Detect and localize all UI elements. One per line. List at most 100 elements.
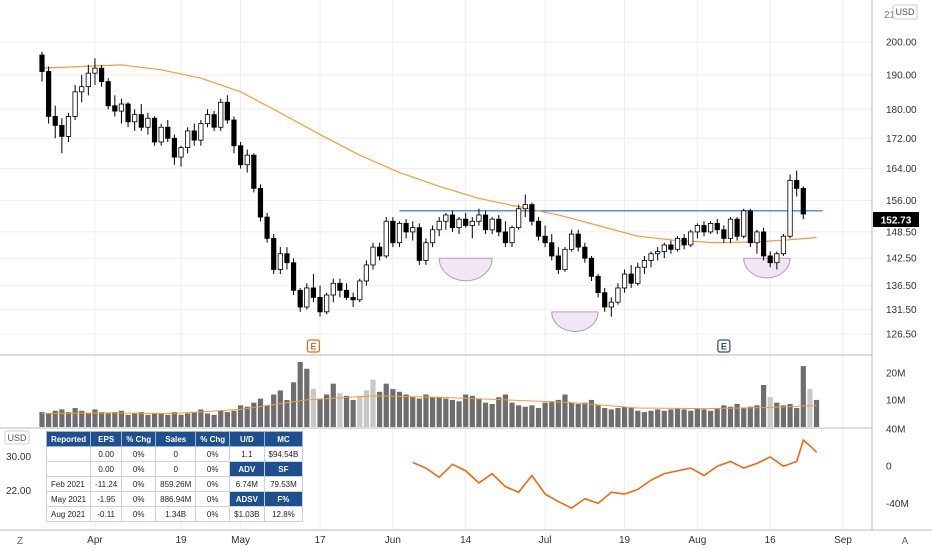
volume-bar[interactable] <box>734 403 740 427</box>
candle-body[interactable] <box>767 255 773 264</box>
volume-bar[interactable] <box>595 405 601 427</box>
candle-body[interactable] <box>535 220 542 237</box>
volume-bar[interactable] <box>251 402 257 427</box>
candle-body[interactable] <box>502 231 509 244</box>
volume-bar[interactable] <box>370 379 376 427</box>
volume-bar[interactable] <box>198 409 204 427</box>
volume-bar[interactable] <box>443 398 449 427</box>
candle-body[interactable] <box>621 273 628 289</box>
volume-bar[interactable] <box>463 394 469 428</box>
volume-bar[interactable] <box>516 405 522 427</box>
candle-body[interactable] <box>708 222 714 233</box>
volume-bar[interactable] <box>390 389 396 427</box>
volume-bar[interactable] <box>681 409 687 427</box>
volume-bar[interactable] <box>290 382 297 427</box>
currency-badge-top[interactable] <box>892 4 918 20</box>
volume-bar[interactable] <box>436 397 442 427</box>
volume-bar[interactable] <box>535 408 542 427</box>
candle-body[interactable] <box>522 204 528 210</box>
volume-bar[interactable] <box>456 401 462 427</box>
volume-bar[interactable] <box>575 403 581 427</box>
candle-body[interactable] <box>674 237 681 250</box>
candle-body[interactable] <box>555 255 561 270</box>
volume-bar[interactable] <box>608 409 614 427</box>
volume-bar[interactable] <box>178 414 184 427</box>
volume-bar[interactable] <box>588 399 595 427</box>
volume-bar[interactable] <box>125 414 131 427</box>
candle-body[interactable] <box>204 114 211 125</box>
candle-body[interactable] <box>118 103 125 112</box>
volume-bar[interactable] <box>98 412 105 427</box>
candle-body[interactable] <box>85 72 91 88</box>
candle-body[interactable] <box>489 218 495 231</box>
candle-body[interactable] <box>423 242 429 261</box>
volume-bar[interactable] <box>204 413 211 427</box>
volume-bar[interactable] <box>621 406 628 427</box>
volume-bar[interactable] <box>655 409 661 427</box>
volume-bar[interactable] <box>741 408 747 427</box>
candle-body[interactable] <box>237 145 244 166</box>
candle-body[interactable] <box>529 204 535 222</box>
candle-body[interactable] <box>582 246 588 259</box>
volume-bar[interactable] <box>151 413 158 427</box>
candle-body[interactable] <box>628 273 634 284</box>
rs-line[interactable] <box>412 438 818 509</box>
volume-bar[interactable] <box>357 395 363 427</box>
volume-bar[interactable] <box>648 410 654 427</box>
volume-bar[interactable] <box>522 406 528 427</box>
candle-body[interactable] <box>218 101 224 128</box>
volume-bar[interactable] <box>747 406 753 427</box>
candle-body[interactable] <box>443 214 449 222</box>
candle-body[interactable] <box>569 233 575 250</box>
candle-body[interactable] <box>357 280 363 301</box>
volume-bar[interactable] <box>694 408 700 427</box>
candle-body[interactable] <box>231 119 237 147</box>
volume-bar[interactable] <box>257 398 264 427</box>
candle-body[interactable] <box>701 225 707 233</box>
volume-bar[interactable] <box>337 393 343 427</box>
volume-bar[interactable] <box>185 413 191 427</box>
volume-bar[interactable] <box>529 405 535 427</box>
volume-bar[interactable] <box>244 406 250 427</box>
volume-bar[interactable] <box>628 408 634 427</box>
volume-bar[interactable] <box>794 408 800 427</box>
volume-bar[interactable] <box>760 385 767 427</box>
candle-body[interactable] <box>602 292 608 308</box>
candle-body[interactable] <box>59 125 65 137</box>
volume-bar[interactable] <box>52 410 58 427</box>
candle-body[interactable] <box>65 116 72 137</box>
candle-body[interactable] <box>668 244 674 250</box>
candle-body[interactable] <box>469 220 475 226</box>
volume-bar[interactable] <box>343 395 350 427</box>
volume-bar[interactable] <box>363 390 369 427</box>
candle-body[interactable] <box>158 126 164 143</box>
candle-body[interactable] <box>165 126 171 139</box>
volume-bar[interactable] <box>158 413 164 427</box>
candle-body[interactable] <box>125 103 131 123</box>
volume-bar[interactable] <box>569 402 575 427</box>
candle-body[interactable] <box>608 301 614 308</box>
volume-bar[interactable] <box>211 414 217 427</box>
candle-body[interactable] <box>595 275 601 294</box>
candle-body[interactable] <box>244 154 250 166</box>
candle-body[interactable] <box>688 231 694 246</box>
volume-bar[interactable] <box>138 412 144 427</box>
candle-body[interactable] <box>310 287 317 298</box>
volume-bar[interactable] <box>708 410 714 427</box>
volume-bar[interactable] <box>224 412 230 427</box>
volume-bar[interactable] <box>429 397 436 427</box>
volume-bar[interactable] <box>218 410 224 427</box>
volume-bar[interactable] <box>714 408 720 427</box>
volume-bar[interactable] <box>79 410 85 427</box>
candle-body[interactable] <box>774 253 780 264</box>
candle-body[interactable] <box>516 208 522 229</box>
candle-body[interactable] <box>456 218 462 229</box>
candle-body[interactable] <box>337 282 343 291</box>
volume-bar[interactable] <box>482 402 489 427</box>
candle-body[interactable] <box>416 227 422 261</box>
candle-body[interactable] <box>284 253 290 264</box>
candle-body[interactable] <box>330 282 336 296</box>
candle-body[interactable] <box>727 218 734 239</box>
candle-body[interactable] <box>290 262 297 291</box>
volume-bar[interactable] <box>191 412 197 427</box>
